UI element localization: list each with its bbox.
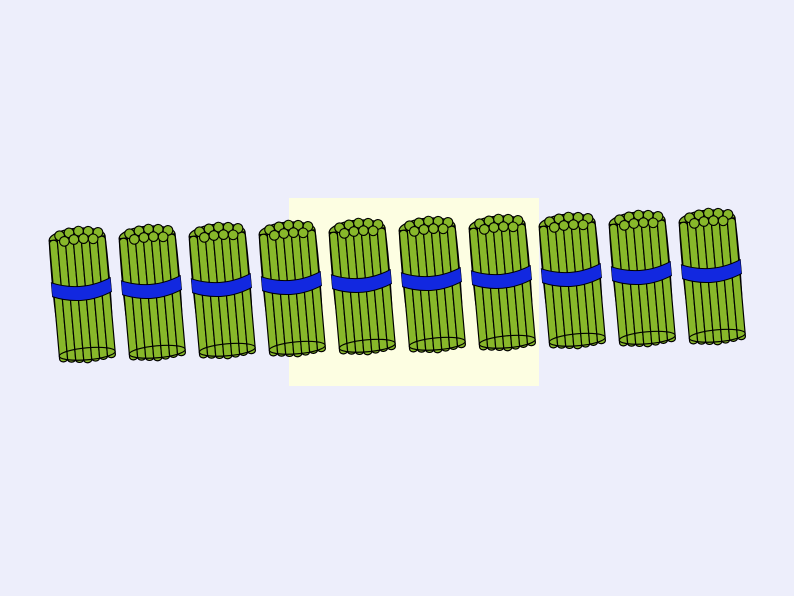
stick-bundle — [466, 210, 538, 355]
stick-bundle — [116, 220, 188, 365]
stick-bundle — [536, 208, 608, 353]
illustration-canvas — [0, 0, 794, 596]
stick-bundle — [326, 214, 398, 359]
stick-bundle — [256, 216, 328, 361]
stick-bundle — [46, 222, 118, 367]
stick-bundle — [396, 212, 468, 357]
stick-bundle — [606, 206, 678, 351]
stick-bundle — [676, 204, 748, 349]
stick-bundle — [186, 218, 258, 363]
